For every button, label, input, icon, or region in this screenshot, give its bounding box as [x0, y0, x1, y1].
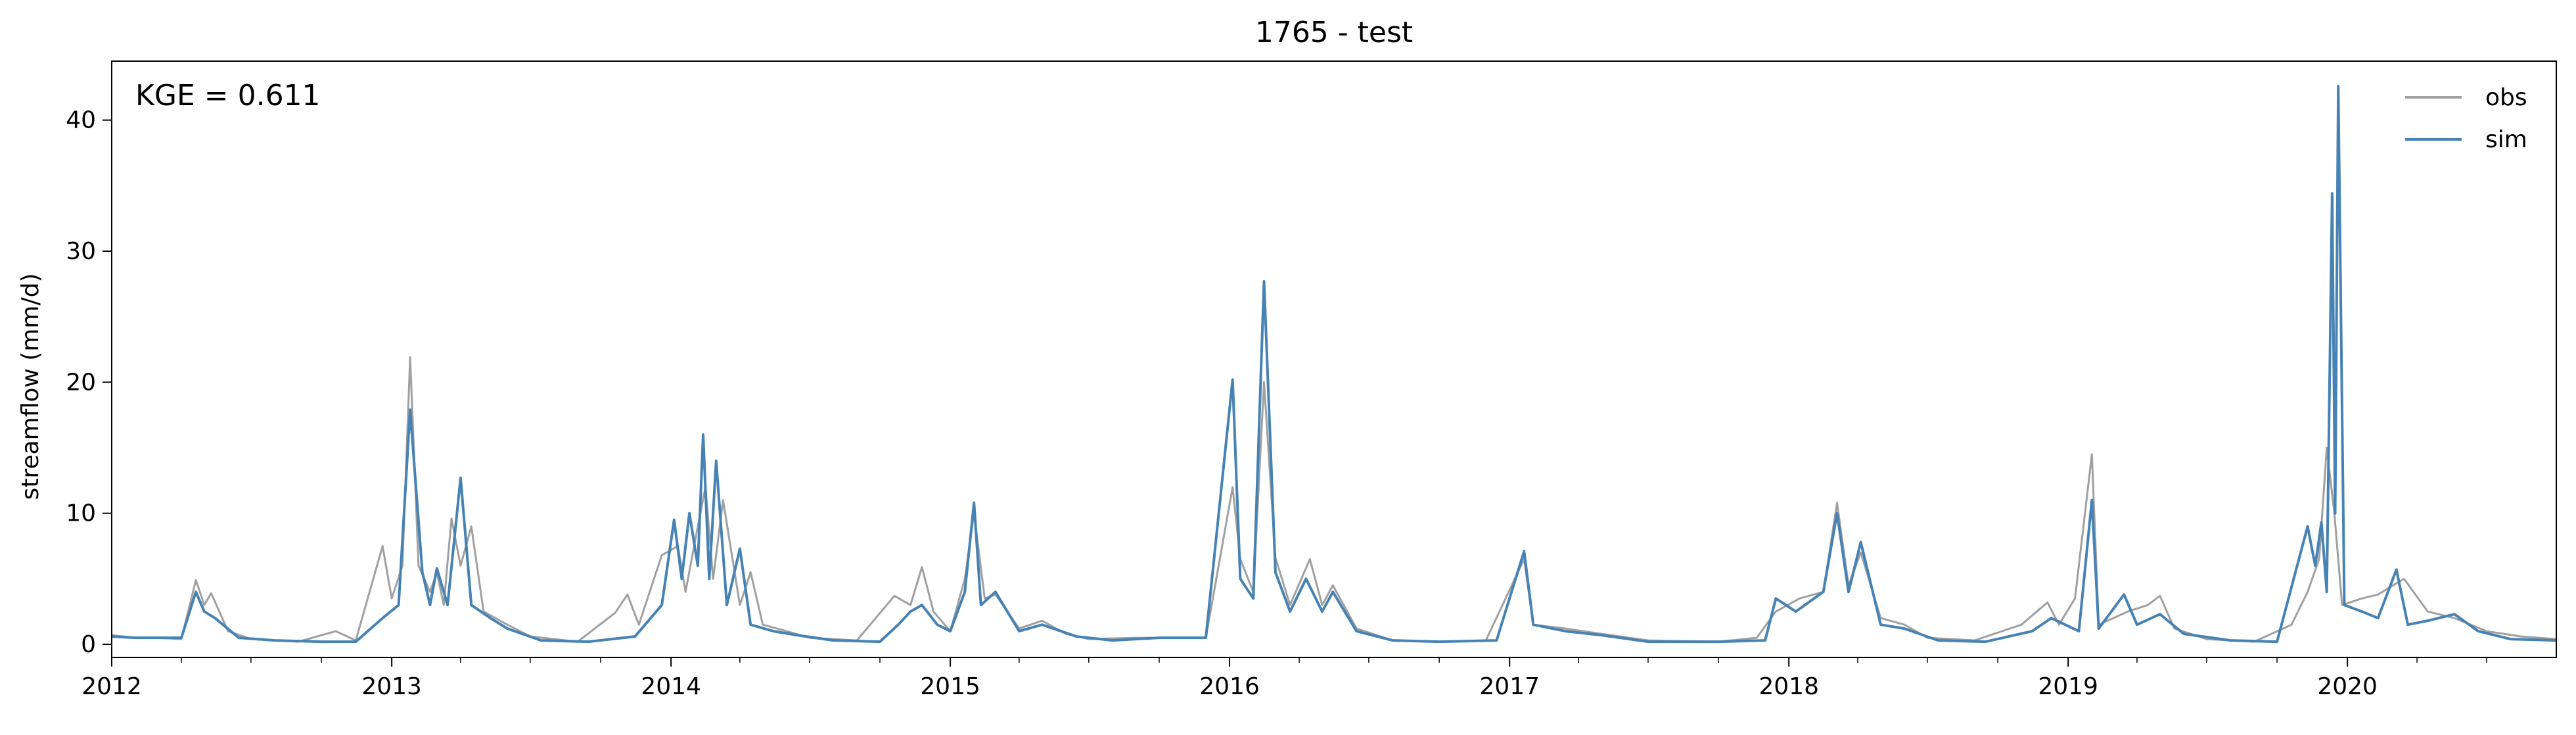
x-tick-label-2014: 2014	[641, 673, 701, 700]
chart-title: 1765 - test	[1255, 16, 1413, 49]
y-axis-label: streamflow (mm/d)	[17, 273, 44, 500]
plot-frame	[111, 60, 2557, 658]
y-tick-label-40: 40	[66, 107, 96, 134]
y-tick-label-30: 30	[66, 238, 96, 265]
series-line-sim	[111, 84, 2557, 644]
x-tick-label-2012: 2012	[81, 673, 142, 700]
x-tick-label-2013: 2013	[361, 673, 422, 700]
x-tick-label-2017: 2017	[1479, 673, 1540, 700]
legend-sim-label: sim	[2485, 126, 2527, 153]
x-tick-label-2019: 2019	[2038, 673, 2098, 700]
y-tick-label-10: 10	[66, 500, 96, 527]
x-tick-label-2015: 2015	[920, 673, 980, 700]
x-tick-label-2018: 2018	[1759, 673, 1819, 700]
x-tick-label-2020: 2020	[2317, 673, 2378, 700]
legend: obs sim	[2405, 84, 2527, 153]
y-tick-label-0: 0	[81, 631, 96, 658]
y-tick-label-20: 20	[66, 369, 96, 396]
plot-area	[111, 84, 2557, 644]
legend-obs-label: obs	[2485, 84, 2527, 111]
x-tick-label-2016: 2016	[1199, 673, 1260, 700]
kge-annotation: KGE = 0.611	[135, 79, 321, 112]
axes: 2012 2013 2014 2015 2016 2017 2018 2019 2020 0 10 2…	[66, 60, 2557, 700]
